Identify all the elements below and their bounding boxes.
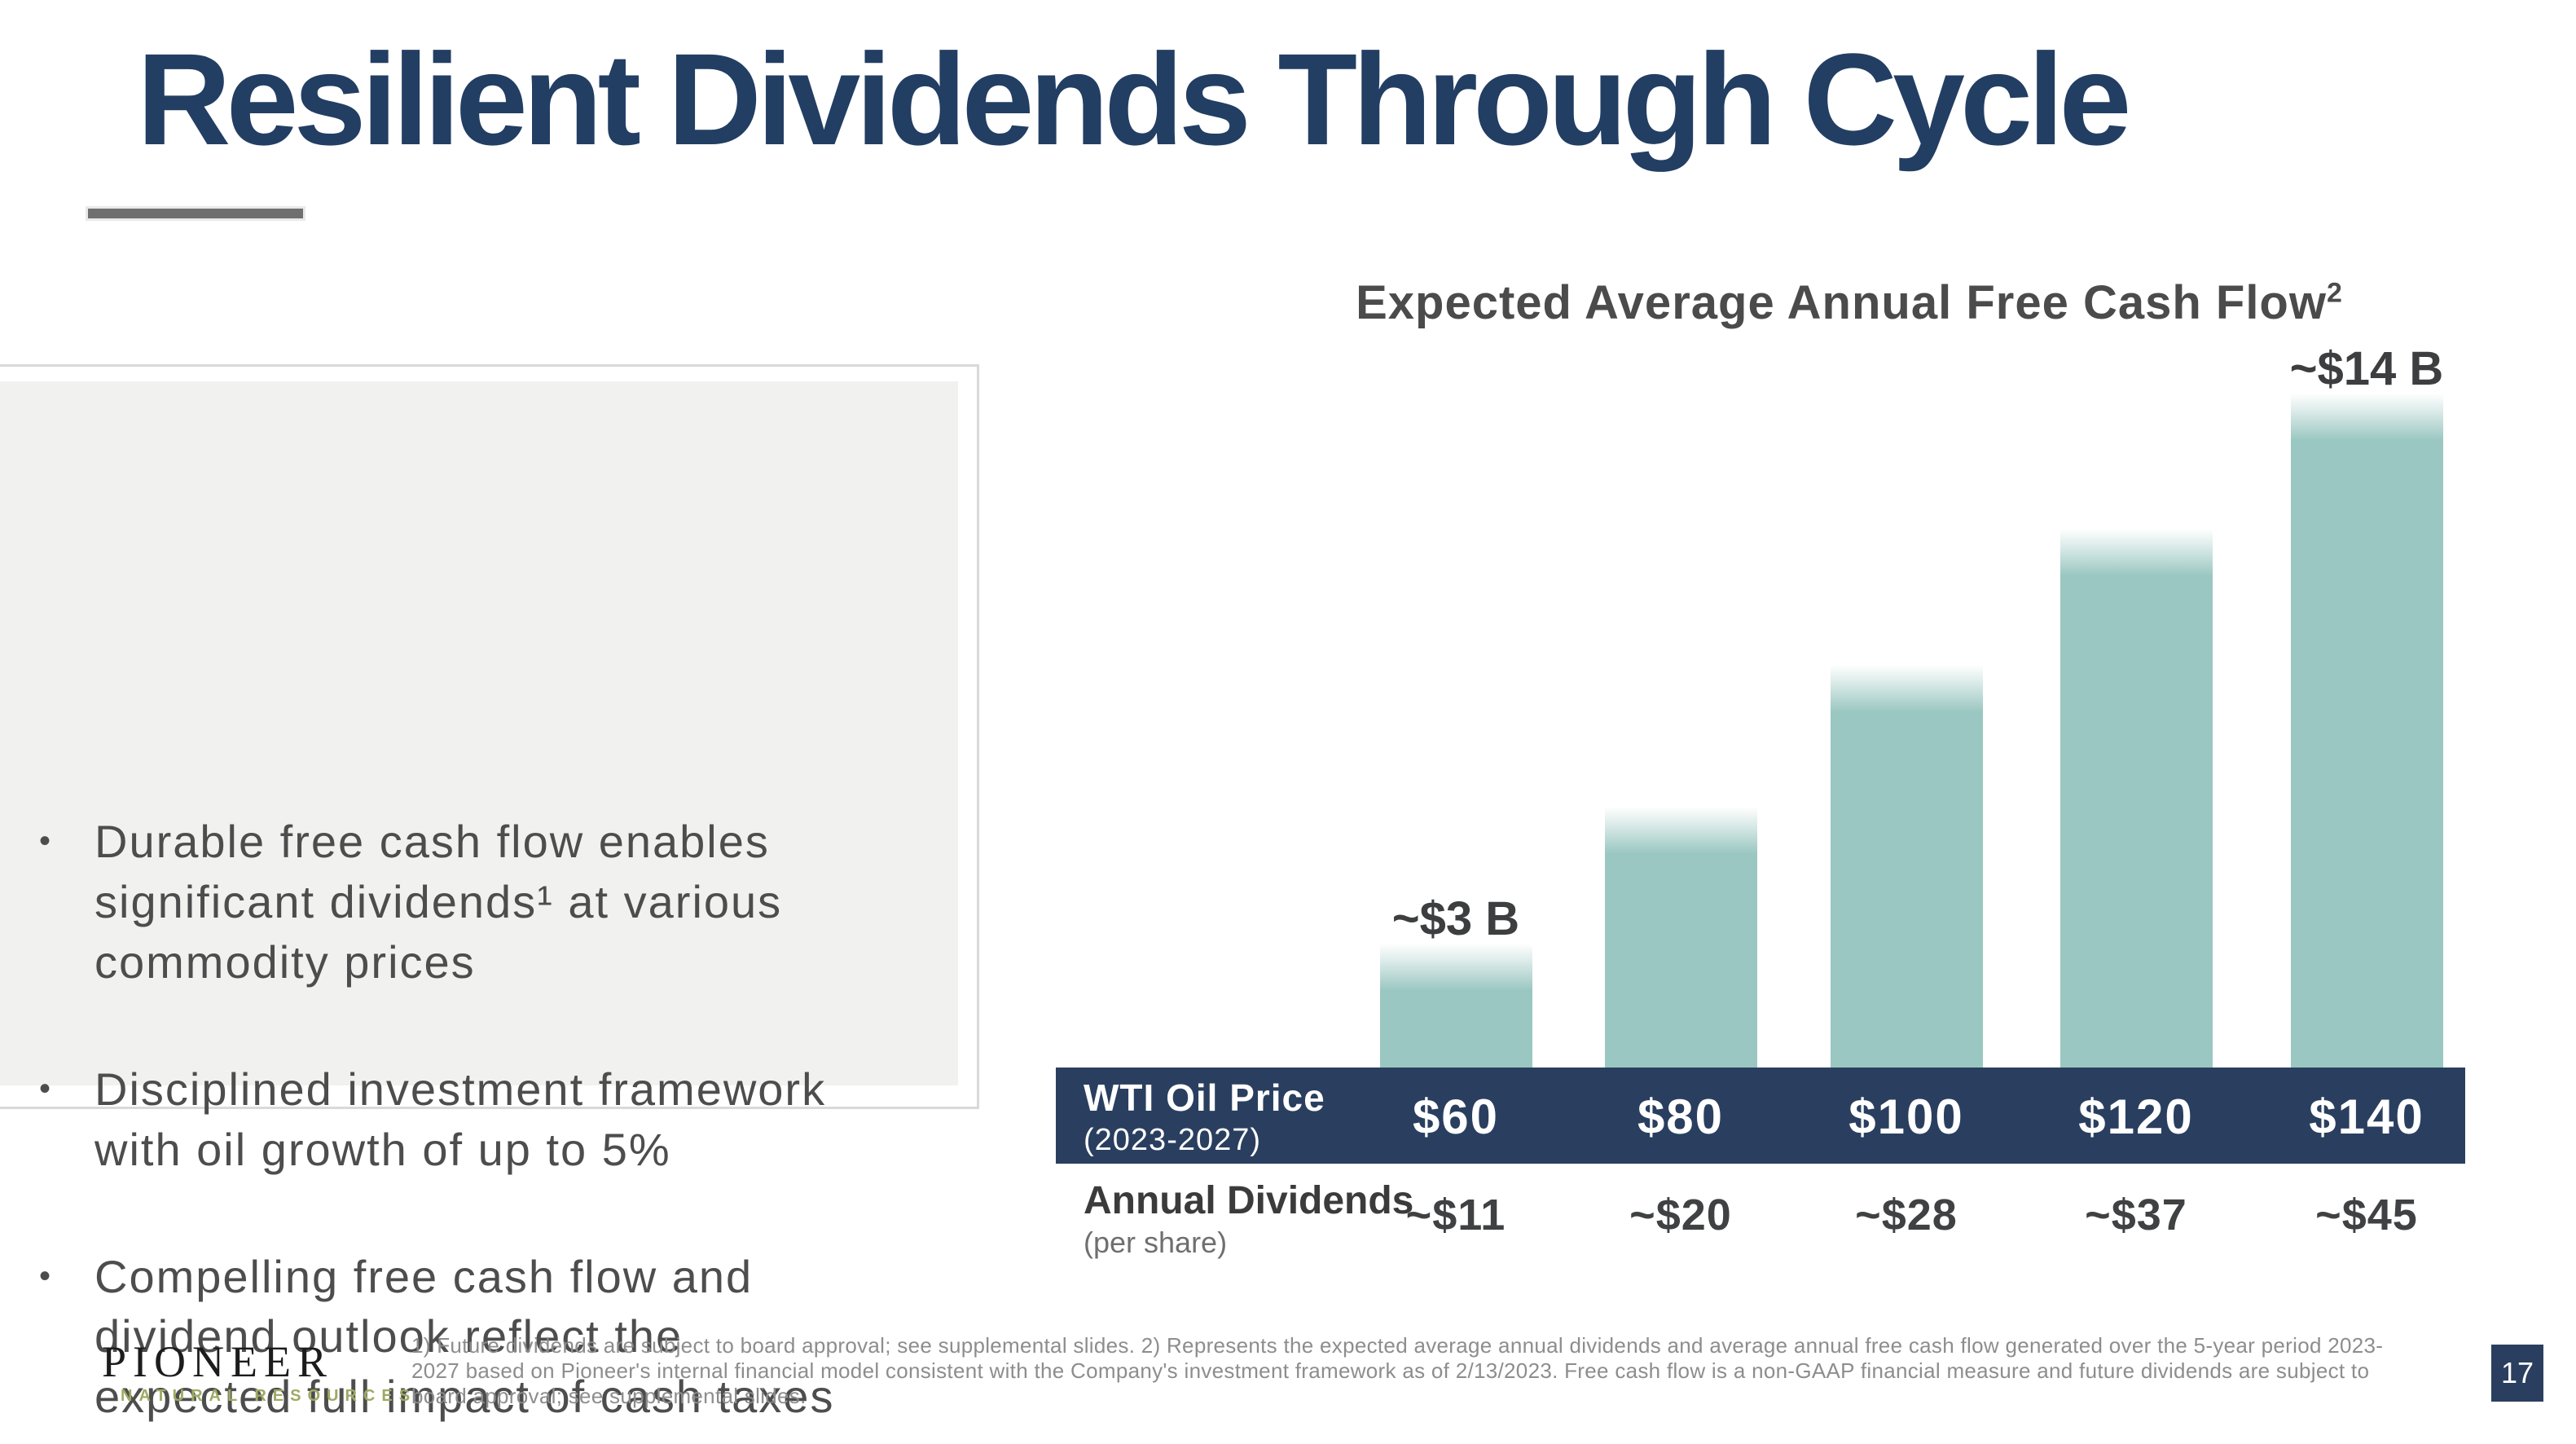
bar-wti-60	[1380, 944, 1532, 1068]
bullet-text: Disciplined investment framework with oi…	[95, 1063, 827, 1175]
bullet-text: Compelling free cash flow and dividend o…	[95, 1250, 835, 1423]
bullet-dot-icon: •	[39, 823, 53, 859]
annual-dividend-value: ~$28	[1855, 1191, 1958, 1239]
bullet-text: Durable free cash flow enables significa…	[95, 816, 783, 988]
chart-title-superscript: 2	[2326, 277, 2343, 309]
annual-dividend-value: ~$37	[2085, 1191, 2187, 1239]
bullet-item: • Disciplined investment framework with …	[39, 1059, 854, 1180]
bullet-box: • Durable free cash flow enables signifi…	[0, 381, 958, 1422]
wti-price-value: $140	[2309, 1090, 2424, 1144]
wti-price-value: $60	[1412, 1090, 1500, 1144]
bar-wti-120	[2060, 529, 2213, 1068]
annual-dividend-value: ~$45	[2315, 1191, 2418, 1239]
bullet-item: • Durable free cash flow enables signifi…	[39, 812, 854, 993]
pioneer-logo-wordmark: PIONEER	[102, 1337, 333, 1386]
annual-dividend-value: ~$20	[1629, 1191, 1732, 1239]
bullet-list: • Durable free cash flow enables signifi…	[39, 812, 854, 1444]
page-title: Resilient Dividends Through Cycle	[137, 26, 2131, 172]
bar-wti-140	[2291, 394, 2443, 1068]
bar-wti-100	[1831, 665, 1983, 1068]
wti-price-sublabel: (2023-2027)	[1084, 1123, 1262, 1157]
bullet-dot-icon: •	[39, 1070, 53, 1107]
title-underline	[88, 209, 303, 218]
annual-dividend-value: ~$11	[1405, 1191, 1506, 1239]
wti-price-band	[1056, 1068, 2465, 1164]
chart-title: Expected Average Annual Free Cash Flow2	[1352, 275, 2346, 330]
pioneer-logo-tagline: NATURAL RESOURCES	[121, 1387, 417, 1405]
chart-title-text: Expected Average Annual Free Cash Flow	[1356, 276, 2327, 329]
wti-price-label: WTI Oil Price	[1084, 1076, 1325, 1119]
bar-value-label-high: ~$14 B	[2289, 342, 2444, 395]
bullet-item: • Compelling free cash flow and dividend…	[39, 1247, 854, 1428]
bullet-dot-icon: •	[39, 1257, 53, 1294]
wti-price-value: $100	[1848, 1090, 1964, 1144]
annual-dividends-label: Annual Dividends	[1084, 1179, 1414, 1222]
page-number: 17	[2500, 1356, 2534, 1389]
bar-wti-80	[1605, 807, 1757, 1068]
bar-value-label-low: ~$3 B	[1391, 892, 1520, 945]
footnote: 1) Future dividends are subject to board…	[411, 1333, 2384, 1409]
bullet-box-frame	[0, 364, 979, 1109]
annual-dividends-sublabel: (per share)	[1084, 1226, 1228, 1259]
wti-price-value: $120	[2078, 1090, 2194, 1144]
page-number-badge: 17	[2491, 1345, 2543, 1402]
wti-price-value: $80	[1637, 1090, 1725, 1144]
